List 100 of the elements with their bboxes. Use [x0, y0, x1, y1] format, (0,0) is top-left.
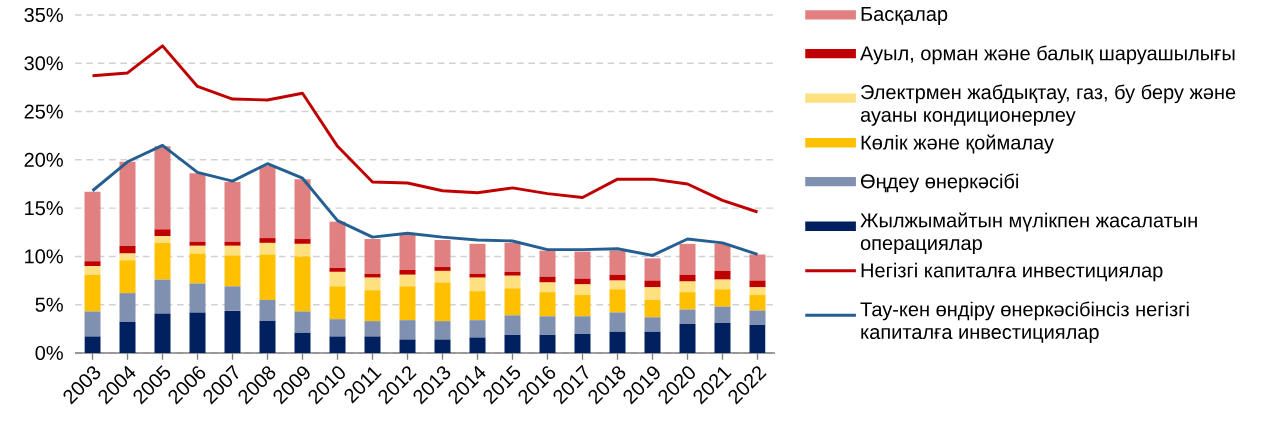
- bar: [224, 286, 241, 311]
- bar: [749, 324, 766, 353]
- y-tick-label: 30%: [24, 56, 63, 71]
- bar: [434, 270, 451, 283]
- bar: [154, 279, 171, 314]
- y-tick-label: 15%: [25, 201, 63, 216]
- bar: [469, 320, 486, 338]
- bar: [154, 146, 171, 230]
- bar: [504, 275, 521, 289]
- bar: [399, 274, 416, 287]
- bar: [749, 295, 766, 311]
- legend-label: Басқалар: [861, 7, 948, 25]
- bar: [679, 292, 696, 310]
- bar: [679, 243, 696, 275]
- bar: [294, 239, 311, 244]
- bar: [434, 321, 451, 340]
- bar: [259, 242, 276, 255]
- bar: [189, 283, 206, 313]
- bar: [714, 306, 731, 324]
- y-tick-label: 25%: [24, 104, 63, 119]
- bar: [119, 322, 136, 353]
- bar: [329, 319, 346, 337]
- bar: [749, 310, 766, 325]
- bar: [259, 238, 276, 243]
- bar: [364, 290, 381, 322]
- bar: [399, 233, 416, 270]
- bar: [259, 321, 276, 353]
- bar: [294, 243, 311, 257]
- bar: [189, 312, 206, 353]
- bar: [434, 282, 451, 322]
- bar: [364, 273, 381, 278]
- bar: [364, 239, 381, 274]
- bar: [189, 241, 206, 246]
- bar: [574, 333, 591, 353]
- bar: [539, 334, 556, 353]
- y-tick-label: 0%: [35, 345, 63, 361]
- line-series: [91, 44, 759, 214]
- bar: [609, 274, 626, 281]
- bar: [714, 279, 731, 290]
- bar: [84, 266, 101, 275]
- bar: [224, 255, 241, 287]
- bar: [154, 313, 171, 353]
- bar: [399, 320, 416, 340]
- bar: [644, 287, 661, 300]
- bar: [329, 336, 346, 353]
- bar: [189, 253, 206, 284]
- bar: [574, 295, 591, 317]
- bar: [119, 260, 136, 294]
- bar: [539, 292, 556, 317]
- y-tick-label: 20%: [24, 152, 63, 167]
- bar: [714, 289, 731, 307]
- bar: [539, 282, 556, 293]
- bar: [504, 288, 521, 316]
- bar: [364, 321, 381, 337]
- bar: [189, 173, 206, 242]
- legend-label: Ауыл, орман және балық шаруашылығы: [860, 45, 1235, 65]
- bar: [574, 316, 591, 334]
- bar: [154, 242, 171, 280]
- bar: [749, 287, 766, 296]
- bar: [119, 293, 136, 323]
- bar: [574, 284, 591, 296]
- y-tick-label: 10%: [25, 249, 63, 264]
- line-series: [91, 143, 759, 257]
- bar: [574, 251, 591, 279]
- legend-label: Тау-кен өндіру өнеркәсібінсіз негізгі капиталға инвестициялар: [860, 301, 1189, 343]
- bar: [259, 165, 276, 239]
- bar: [504, 315, 521, 335]
- bar: [294, 332, 311, 353]
- bar: [469, 277, 486, 292]
- bar: [84, 336, 101, 353]
- bar: [609, 331, 626, 353]
- bar: [224, 245, 241, 256]
- bar: [714, 323, 731, 353]
- bar: [84, 191, 101, 262]
- bar: [714, 243, 731, 271]
- bar: [609, 289, 626, 313]
- y-tick-label: 35%: [24, 7, 63, 23]
- bar: [224, 182, 241, 242]
- bar: [364, 277, 381, 291]
- legend-label: Негізгі капиталға инвестициялар: [861, 262, 1163, 282]
- bar: [679, 274, 696, 282]
- bar: [609, 280, 626, 290]
- bar: [679, 309, 696, 325]
- legend-label: Өңдеу өнеркәсібі: [860, 173, 1019, 193]
- bar: [679, 281, 696, 293]
- bar: [189, 245, 206, 254]
- bar: [329, 286, 346, 320]
- bar: [434, 339, 451, 353]
- bar: [504, 271, 521, 276]
- bar: [329, 268, 346, 272]
- bar: [679, 324, 696, 353]
- bar: [539, 316, 556, 335]
- bar: [329, 221, 346, 269]
- bar: [154, 229, 171, 237]
- bar: [539, 250, 556, 277]
- legend-label: Көлік және қоймалау: [861, 134, 1054, 154]
- legend-label: Жылжымайтын мүлікпен жасалатын операциялар: [860, 212, 1197, 255]
- bar: [714, 270, 731, 280]
- bar: [329, 271, 346, 287]
- bar: [259, 254, 276, 300]
